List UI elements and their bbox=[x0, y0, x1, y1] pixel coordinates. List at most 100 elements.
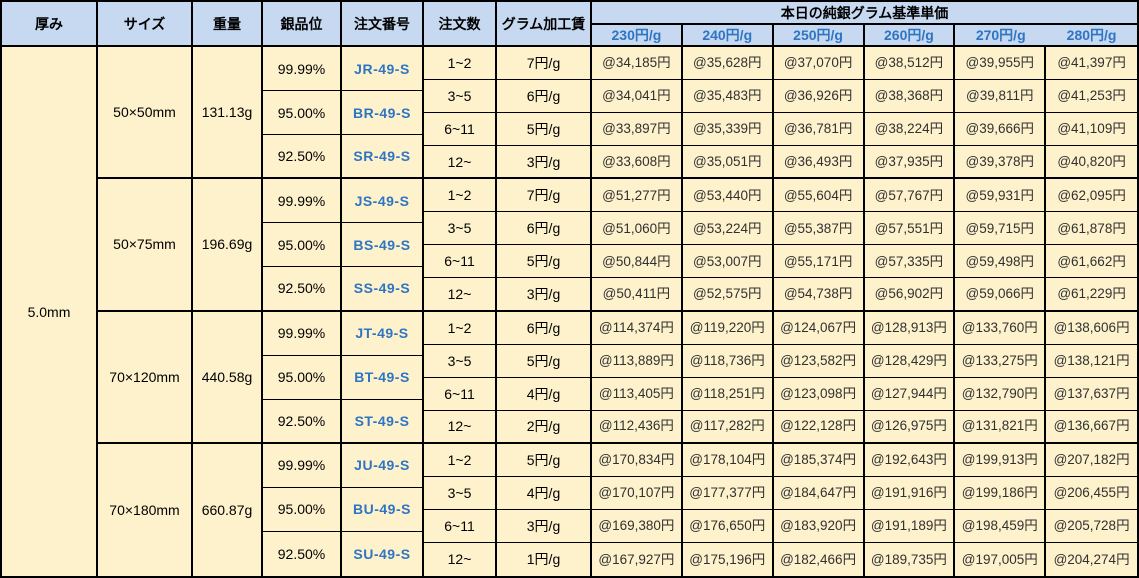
price-cell: @170,834円 bbox=[592, 443, 683, 477]
price-cell: @117,282円 bbox=[682, 410, 774, 444]
price-cell: @34,041円 bbox=[592, 80, 683, 114]
price-cell: @167,927円 bbox=[592, 542, 683, 576]
order-number-cell: JU-49-S bbox=[342, 443, 424, 488]
price-cell: @122,128円 bbox=[773, 410, 865, 444]
order-qty-cell: 12~ bbox=[424, 410, 497, 444]
price-cell: @204,274円 bbox=[1046, 542, 1137, 576]
gram-fee-cell: 4円/g bbox=[497, 377, 592, 411]
price-cell: @59,066円 bbox=[955, 278, 1047, 312]
gram-fee-cell: 4円/g bbox=[497, 476, 592, 510]
gram-fee-cell: 6円/g bbox=[497, 80, 592, 114]
price-cell: @41,397円 bbox=[1046, 47, 1137, 81]
col-header-price-240: 240円/g bbox=[682, 25, 774, 47]
price-cell: @207,182円 bbox=[1046, 443, 1137, 477]
order-number-cell: BU-49-S bbox=[342, 487, 424, 532]
col-header-price-230: 230円/g bbox=[592, 25, 683, 47]
order-qty-cell: 1~2 bbox=[424, 443, 497, 477]
price-cell: @41,109円 bbox=[1046, 113, 1137, 147]
gram-fee-cell: 3円/g bbox=[497, 509, 592, 543]
price-cell: @191,916円 bbox=[864, 476, 956, 510]
price-cell: @113,405円 bbox=[592, 377, 683, 411]
col-header-price-260: 260円/g bbox=[864, 25, 956, 47]
order-qty-cell: 6~11 bbox=[424, 245, 497, 279]
purity-cell: 92.50% bbox=[263, 135, 342, 180]
col-header-price-250: 250円/g bbox=[773, 25, 865, 47]
gram-fee-cell: 5円/g bbox=[497, 344, 592, 378]
price-cell: @206,455円 bbox=[1046, 476, 1137, 510]
col-header-purity: 銀品位 bbox=[263, 2, 342, 47]
price-cell: @199,186円 bbox=[955, 476, 1047, 510]
price-cell: @33,608円 bbox=[592, 146, 683, 180]
price-cell: @197,005円 bbox=[955, 542, 1047, 576]
order-qty-cell: 6~11 bbox=[424, 509, 497, 543]
price-cell: @56,902円 bbox=[864, 278, 956, 312]
col-header-thickness: 厚み bbox=[2, 2, 98, 47]
price-cell: @41,253円 bbox=[1046, 80, 1137, 114]
price-cell: @39,955円 bbox=[955, 47, 1047, 81]
gram-fee-cell: 5円/g bbox=[497, 113, 592, 147]
price-cell: @185,374円 bbox=[773, 443, 865, 477]
price-cell: @133,275円 bbox=[955, 344, 1047, 378]
purity-cell: 99.99% bbox=[263, 311, 342, 356]
purity-cell: 95.00% bbox=[263, 91, 342, 136]
purity-cell: 95.00% bbox=[263, 487, 342, 532]
price-cell: @61,878円 bbox=[1046, 212, 1137, 246]
price-cell: @112,436円 bbox=[592, 410, 683, 444]
price-cell: @61,662円 bbox=[1046, 245, 1137, 279]
order-qty-cell: 3~5 bbox=[424, 212, 497, 246]
price-cell: @127,944円 bbox=[864, 377, 956, 411]
price-cell: @199,913円 bbox=[955, 443, 1047, 477]
purity-cell: 92.50% bbox=[263, 399, 342, 444]
price-cell: @191,189円 bbox=[864, 509, 956, 543]
price-cell: @50,844円 bbox=[592, 245, 683, 279]
price-cell: @128,429円 bbox=[864, 344, 956, 378]
weight-cell: 131.13g bbox=[193, 47, 263, 180]
price-cell: @38,368円 bbox=[864, 80, 956, 114]
purity-cell: 92.50% bbox=[263, 267, 342, 312]
gram-fee-cell: 5円/g bbox=[497, 245, 592, 279]
gram-fee-cell: 3円/g bbox=[497, 146, 592, 180]
order-number-cell: JS-49-S bbox=[342, 179, 424, 224]
order-number-cell: SS-49-S bbox=[342, 267, 424, 312]
price-cell: @38,224円 bbox=[864, 113, 956, 147]
price-cell: @137,637円 bbox=[1046, 377, 1137, 411]
price-cell: @52,575円 bbox=[682, 278, 774, 312]
price-cell: @37,070円 bbox=[773, 47, 865, 81]
order-qty-cell: 12~ bbox=[424, 278, 497, 312]
price-cell: @118,736円 bbox=[682, 344, 774, 378]
size-cell: 50×75mm bbox=[98, 179, 193, 312]
price-cell: @38,512円 bbox=[864, 47, 956, 81]
col-header-gram-fee: グラム加工賃 bbox=[497, 2, 592, 47]
price-cell: @133,760円 bbox=[955, 311, 1047, 345]
price-cell: @175,196円 bbox=[682, 542, 774, 576]
price-cell: @132,790円 bbox=[955, 377, 1047, 411]
order-qty-cell: 6~11 bbox=[424, 113, 497, 147]
price-cell: @55,387円 bbox=[773, 212, 865, 246]
price-cell: @55,171円 bbox=[773, 245, 865, 279]
price-cell: @35,051円 bbox=[682, 146, 774, 180]
price-cell: @39,378円 bbox=[955, 146, 1047, 180]
price-cell: @53,440円 bbox=[682, 179, 774, 213]
order-qty-cell: 3~5 bbox=[424, 344, 497, 378]
price-cell: @35,483円 bbox=[682, 80, 774, 114]
col-header-size: サイズ bbox=[98, 2, 193, 47]
weight-cell: 196.69g bbox=[193, 179, 263, 312]
price-cell: @51,060円 bbox=[592, 212, 683, 246]
price-cell: @59,715円 bbox=[955, 212, 1047, 246]
price-cell: @35,628円 bbox=[682, 47, 774, 81]
order-number-cell: BS-49-S bbox=[342, 223, 424, 268]
gram-fee-cell: 1円/g bbox=[497, 542, 592, 576]
order-number-cell: BR-49-S bbox=[342, 91, 424, 136]
price-cell: @138,121円 bbox=[1046, 344, 1137, 378]
price-cell: @39,666円 bbox=[955, 113, 1047, 147]
order-qty-cell: 1~2 bbox=[424, 311, 497, 345]
price-cell: @37,935円 bbox=[864, 146, 956, 180]
purity-cell: 95.00% bbox=[263, 223, 342, 268]
order-qty-cell: 12~ bbox=[424, 542, 497, 576]
price-cell: @35,339円 bbox=[682, 113, 774, 147]
col-header-order-qty: 注文数 bbox=[424, 2, 497, 47]
col-header-order-number: 注文番号 bbox=[342, 2, 424, 47]
gram-fee-cell: 5円/g bbox=[497, 443, 592, 477]
purity-cell: 99.99% bbox=[263, 47, 342, 92]
